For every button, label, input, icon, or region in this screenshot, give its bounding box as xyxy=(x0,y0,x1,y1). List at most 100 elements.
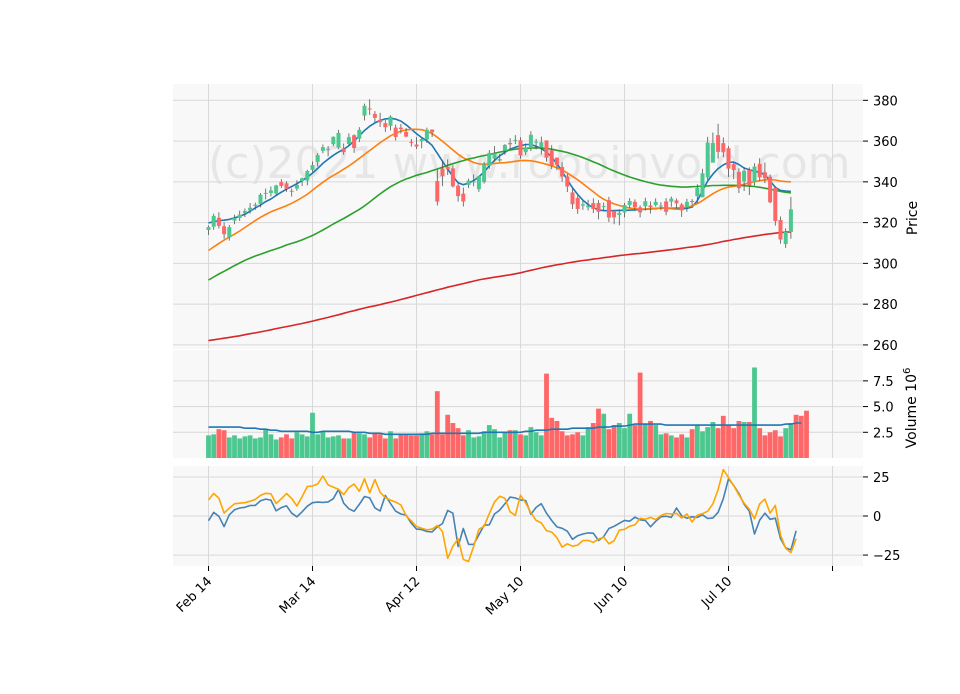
candle xyxy=(445,159,450,175)
volume-bar xyxy=(700,431,705,458)
candle-body xyxy=(768,176,773,203)
candle xyxy=(710,132,715,163)
candle-body xyxy=(778,219,783,240)
candle xyxy=(627,198,632,209)
candle xyxy=(227,224,232,241)
candle xyxy=(700,168,705,198)
candle-body xyxy=(721,143,726,153)
candle-body xyxy=(487,152,492,166)
volume-bar xyxy=(393,438,399,458)
candle xyxy=(378,112,383,128)
oscillator-y-tick-label: −25 xyxy=(873,549,900,564)
volume-bar xyxy=(268,434,274,458)
candle xyxy=(341,143,346,155)
volume-bar xyxy=(299,434,305,458)
candle xyxy=(684,198,689,212)
volume-bar xyxy=(476,436,482,458)
candle-body xyxy=(554,157,559,165)
x-tick-label: Jul 10 xyxy=(698,574,735,611)
candle-body xyxy=(679,204,684,211)
candle-body xyxy=(622,205,627,213)
candle xyxy=(658,202,663,211)
candle xyxy=(570,188,575,209)
volume-bar xyxy=(346,438,352,458)
candle xyxy=(393,124,398,141)
volume-bar xyxy=(736,420,742,458)
candle-body xyxy=(258,194,263,204)
candle-body xyxy=(222,226,227,235)
volume-bar xyxy=(559,431,565,458)
volume-bar xyxy=(788,423,794,458)
candle-body xyxy=(440,168,445,177)
volume-bar xyxy=(325,437,331,458)
candle-body xyxy=(674,200,679,204)
volume-bar xyxy=(590,423,596,458)
volume-bar xyxy=(642,424,648,458)
candle-body xyxy=(320,147,325,151)
x-tick-label: Apr 12 xyxy=(382,574,423,615)
candle xyxy=(721,137,726,157)
candle-body xyxy=(237,214,242,218)
price-overlay-line xyxy=(208,128,791,252)
candle-body xyxy=(253,204,258,206)
volume-bar xyxy=(434,391,440,458)
candle-body xyxy=(502,144,507,151)
volume-bars xyxy=(206,367,809,458)
candle-body xyxy=(435,181,440,202)
candle xyxy=(424,127,429,143)
candle-body xyxy=(742,170,747,182)
candle-body xyxy=(242,210,247,214)
candle xyxy=(664,198,669,216)
candle xyxy=(294,180,299,191)
volume-bar xyxy=(247,435,253,458)
volume-bar xyxy=(403,434,409,458)
candle xyxy=(372,111,377,123)
candle-body xyxy=(518,140,523,156)
candle-body xyxy=(331,136,336,145)
candle xyxy=(747,167,752,196)
candle-body xyxy=(393,127,398,137)
candle xyxy=(357,127,362,143)
candle xyxy=(773,186,778,226)
candle-body xyxy=(232,217,237,221)
volume-bar xyxy=(523,435,529,458)
candle-body xyxy=(274,185,279,194)
volume-bar xyxy=(637,372,643,458)
candle xyxy=(367,99,372,115)
oscillator-y-tick-label: 25 xyxy=(873,471,890,486)
candle xyxy=(508,138,513,150)
candle xyxy=(248,203,253,214)
volume-bar xyxy=(720,415,726,458)
candle xyxy=(326,146,331,157)
volume-bar xyxy=(497,437,503,458)
candle-body xyxy=(710,142,715,163)
volume-bar xyxy=(710,422,716,458)
volume-bar xyxy=(533,432,539,458)
volume-bar xyxy=(632,425,638,458)
price-y-tick-label: 280 xyxy=(873,298,898,313)
candle xyxy=(762,162,767,184)
volume-bar xyxy=(221,430,227,458)
candle-body xyxy=(476,176,481,190)
candle-body xyxy=(248,207,253,211)
candle xyxy=(617,209,622,226)
volume-bar xyxy=(330,436,336,458)
candle xyxy=(274,184,279,196)
candle-body xyxy=(544,140,549,158)
volume-bar xyxy=(715,428,721,458)
candle-body xyxy=(289,190,294,192)
candle xyxy=(669,196,674,207)
candle xyxy=(253,202,258,210)
candle xyxy=(268,186,273,197)
volume-bar xyxy=(237,438,243,458)
candle-body xyxy=(752,166,757,183)
price-axis-title: Price xyxy=(905,201,921,235)
candle-body xyxy=(352,135,357,149)
volume-bar xyxy=(606,429,612,458)
candle-body xyxy=(450,168,455,187)
candle-body xyxy=(461,193,466,202)
price-y-tick-label: 320 xyxy=(873,217,898,232)
candle xyxy=(648,201,653,214)
candle xyxy=(591,198,596,214)
candle xyxy=(518,137,523,159)
